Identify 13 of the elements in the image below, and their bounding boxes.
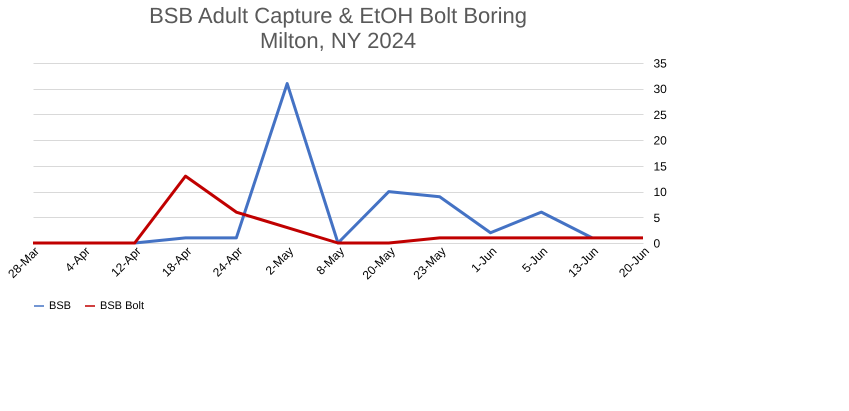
chart-subtitle: Milton, NY 2024 — [260, 28, 416, 53]
chart-title: BSB Adult Capture & EtOH Bolt Boring — [149, 3, 527, 28]
y-tick-label: 25 — [654, 108, 668, 122]
line-series — [32, 174, 644, 244]
y-tick-label: 0 — [654, 236, 660, 250]
y-tick-label: 10 — [654, 185, 668, 200]
legend-label: BSB — [49, 300, 72, 312]
y-tick-label: 5 — [654, 210, 660, 225]
y-tick-label: 30 — [654, 82, 668, 96]
y-tick-label: 35 — [654, 56, 668, 70]
y-tick-label: 20 — [654, 134, 668, 148]
y-tick-label: 15 — [654, 159, 668, 174]
legend-label: BSB Bolt — [100, 300, 144, 312]
